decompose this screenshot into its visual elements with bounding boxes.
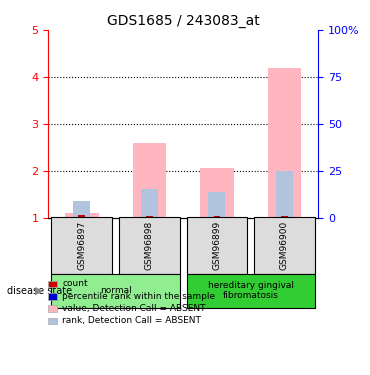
Bar bbox=[65, 213, 99, 217]
FancyBboxPatch shape bbox=[51, 217, 112, 274]
Text: rank, Detection Call = ABSENT: rank, Detection Call = ABSENT bbox=[62, 316, 201, 326]
Bar bbox=[213, 216, 220, 217]
Title: GDS1685 / 243083_at: GDS1685 / 243083_at bbox=[107, 13, 259, 28]
Bar bbox=[208, 192, 225, 217]
Text: normal: normal bbox=[100, 286, 131, 295]
Bar bbox=[132, 142, 166, 218]
Text: GSM96900: GSM96900 bbox=[280, 221, 289, 270]
Text: disease state: disease state bbox=[7, 286, 73, 296]
Text: GSM96898: GSM96898 bbox=[145, 221, 154, 270]
FancyBboxPatch shape bbox=[186, 274, 315, 308]
Text: hereditary gingival
fibromatosis: hereditary gingival fibromatosis bbox=[208, 281, 294, 300]
Bar bbox=[200, 168, 234, 217]
Text: GSM96897: GSM96897 bbox=[77, 221, 86, 270]
Bar bbox=[268, 68, 301, 218]
Text: GSM96899: GSM96899 bbox=[212, 221, 221, 270]
Text: ▶: ▶ bbox=[35, 286, 44, 296]
Bar bbox=[78, 214, 85, 217]
Bar bbox=[146, 216, 153, 217]
Text: percentile rank within the sample: percentile rank within the sample bbox=[62, 292, 215, 301]
FancyBboxPatch shape bbox=[186, 217, 247, 274]
Text: value, Detection Call = ABSENT: value, Detection Call = ABSENT bbox=[62, 304, 206, 313]
FancyBboxPatch shape bbox=[254, 217, 315, 274]
Bar bbox=[73, 201, 90, 217]
Bar bbox=[276, 171, 293, 217]
Text: count: count bbox=[62, 279, 88, 288]
Bar bbox=[281, 216, 288, 217]
FancyBboxPatch shape bbox=[119, 217, 180, 274]
FancyBboxPatch shape bbox=[51, 274, 180, 308]
Bar bbox=[141, 189, 158, 217]
